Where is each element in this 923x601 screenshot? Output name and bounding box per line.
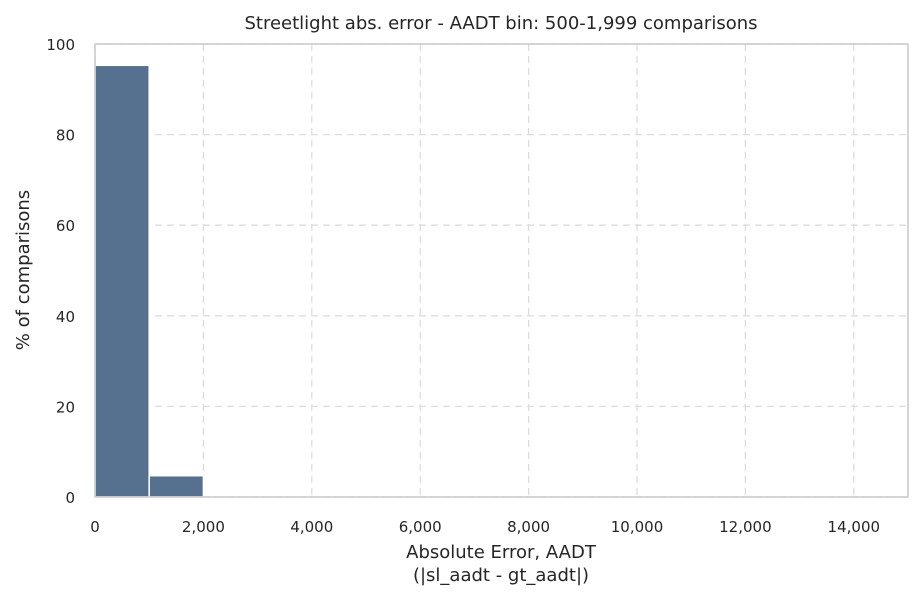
grid-lines <box>94 43 908 498</box>
y-tick-labels: 0 20 40 60 80 100 <box>46 36 75 507</box>
histogram-bar <box>94 64 150 498</box>
chart-title: Streetlight abs. error - AADT bin: 500-1… <box>244 13 757 34</box>
x-axis-label-line1: Absolute Error, AADT <box>406 542 597 563</box>
x-tick-label: 12,000 <box>719 518 772 536</box>
x-axis-label-line2: (|sl_aadt - gt_aadt|) <box>413 565 589 586</box>
x-tick-label: 2,000 <box>182 518 225 536</box>
x-tick-label: 4,000 <box>290 518 333 536</box>
x-tick-labels: 0 2,000 4,000 6,000 8,000 10,000 12,000 14,000 <box>90 518 880 536</box>
y-axis-label: % of comparisons <box>13 190 34 350</box>
y-tick-label: 60 <box>56 217 75 235</box>
y-tick-label: 100 <box>46 36 75 54</box>
histogram-bar <box>148 474 205 498</box>
y-tick-label: 40 <box>56 308 75 326</box>
y-tick-label: 80 <box>56 127 75 145</box>
bars <box>94 64 205 498</box>
x-tick-label: 8,000 <box>507 518 550 536</box>
x-tick-label: 10,000 <box>611 518 664 536</box>
x-tick-label: 14,000 <box>828 518 881 536</box>
y-tick-label: 20 <box>56 398 75 416</box>
plot-frame <box>94 43 909 498</box>
y-tick-label: 0 <box>65 489 75 507</box>
x-tick-label: 0 <box>90 518 100 536</box>
x-tick-label: 6,000 <box>399 518 442 536</box>
